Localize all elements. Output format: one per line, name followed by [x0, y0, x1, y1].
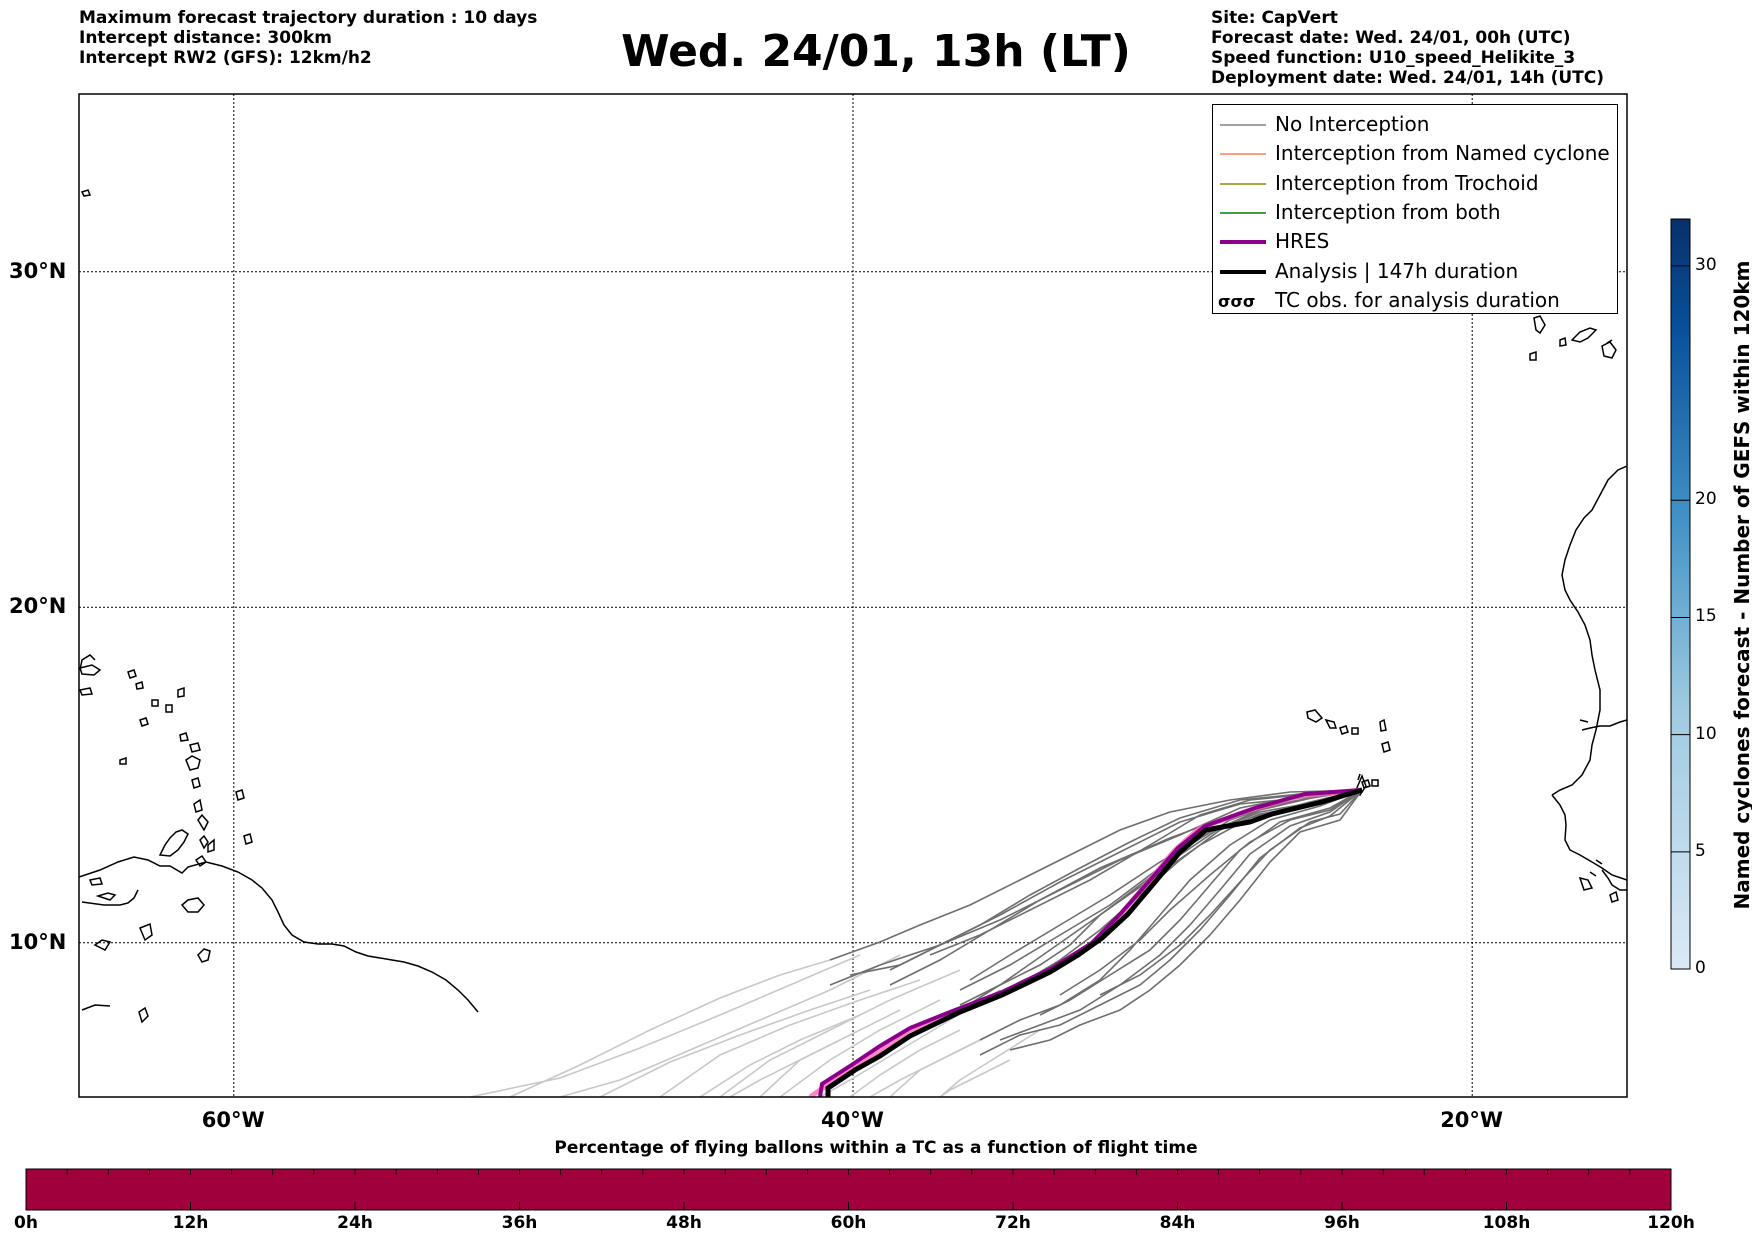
- header-info-right: Site: CapVert Forecast date: Wed. 24/01,…: [1211, 8, 1604, 88]
- flight-bar-tick-label: 24h: [337, 1213, 373, 1233]
- trajectories-late: [469, 954, 1041, 1097]
- legend-swatch: [1220, 182, 1266, 185]
- canary-islands: [1529, 315, 1617, 361]
- page-title: Wed. 24/01, 13h (LT): [621, 26, 1131, 77]
- svg-text:σσσ: σσσ: [1218, 293, 1255, 309]
- max-duration-text: Maximum forecast trajectory duration : 1…: [79, 8, 538, 28]
- flight-bar-tick-label: 12h: [172, 1213, 209, 1233]
- colorbar-tick-label: 30: [1695, 254, 1717, 275]
- legend-item: Interception from Named cyclone: [1213, 140, 1617, 168]
- flight-bar-tick-label: 48h: [666, 1213, 702, 1233]
- legend-label: HRES: [1275, 229, 1330, 254]
- hres-trajectory: [818, 788, 1363, 1097]
- colorbar-tick-label: 10: [1695, 723, 1717, 744]
- colorbar-gradient: [1670, 218, 1691, 970]
- legend-swatch: [1220, 269, 1266, 274]
- colorbar-tick-label: 20: [1695, 489, 1717, 510]
- colorbar-tick-label: 5: [1695, 840, 1706, 861]
- caribbean-islands: [79, 189, 253, 913]
- flight-bar-tick-label: 60h: [830, 1213, 867, 1233]
- cape-verde-islands: [1306, 709, 1391, 797]
- flight-bar-ticks: [25, 1169, 1672, 1210]
- legend-item: HRES: [1213, 228, 1617, 256]
- colorbar-title: Named cyclones forecast - Number of GEFS…: [1730, 260, 1752, 910]
- longitude-tick-label: 40°W: [821, 1108, 884, 1132]
- legend-item: No Interception: [1213, 111, 1617, 139]
- latitude-tick-label: 20°N: [9, 594, 67, 619]
- legend-swatch: σσσ: [1218, 293, 1255, 309]
- speed-function-text: Speed function: U10_speed_Helikite_3: [1211, 48, 1576, 68]
- legend-item: Analysis | 147h duration: [1213, 258, 1617, 286]
- coastline-americas: [79, 829, 479, 1024]
- legend-swatch: [1220, 240, 1266, 245]
- legend-item: σσσ TC obs. for analysis duration: [1213, 287, 1617, 315]
- latitude-tick-label: 30°N: [9, 258, 67, 283]
- legend-label: Interception from Trochoid: [1275, 170, 1539, 195]
- header-info-left: Maximum forecast trajectory duration : 1…: [79, 8, 537, 68]
- legend-label: Analysis | 147h duration: [1275, 258, 1519, 283]
- colorbar-ticks: [1671, 265, 1690, 970]
- legend-label: Interception from Named cyclone: [1275, 141, 1610, 166]
- legend-item: Interception from Trochoid: [1213, 170, 1617, 198]
- forecast-date-text: Forecast date: Wed. 24/01, 00h (UTC): [1211, 28, 1571, 48]
- flight-bar-tick-label: 72h: [995, 1213, 1031, 1233]
- deployment-date-text: Deployment date: Wed. 24/01, 14h (UTC): [1211, 68, 1605, 88]
- intercept-distance-text: Intercept distance: 300km: [79, 28, 332, 48]
- flight-bar-title: Percentage of flying ballons within a TC…: [554, 1138, 1198, 1158]
- flight-bar-tick-label: 108h: [1482, 1213, 1531, 1233]
- longitude-tick-label: 60°W: [201, 1108, 265, 1132]
- hres-spread: [808, 787, 1363, 1097]
- coastline-africa: [1551, 465, 1627, 903]
- legend-swatch: [1220, 124, 1266, 126]
- flight-bar-tick-label: 120h: [1647, 1213, 1695, 1233]
- legend-swatch: [1220, 212, 1266, 214]
- flight-bar-tick-label: 0h: [14, 1213, 38, 1233]
- flight-bar-tick-label: 36h: [501, 1213, 538, 1233]
- legend-swatch: [1220, 153, 1266, 156]
- legend-label: TC obs. for analysis duration: [1275, 287, 1560, 312]
- legend: No Interception Interception from Named c…: [1212, 104, 1618, 314]
- legend-label: No Interception: [1275, 112, 1430, 136]
- latitude-tick-label: 10°N: [9, 929, 67, 954]
- legend-label: Interception from both: [1275, 199, 1501, 224]
- longitude-tick-label: 20°W: [1440, 1108, 1504, 1132]
- flight-bar-tick-label: 96h: [1324, 1213, 1360, 1233]
- legend-item: Interception from both: [1213, 199, 1617, 227]
- colorbar-tick-label: 0: [1695, 958, 1706, 978]
- site-text: Site: CapVert: [1211, 8, 1338, 28]
- colorbar-tick-label: 15: [1695, 606, 1717, 627]
- flight-bar-tick-label: 84h: [1159, 1213, 1196, 1233]
- intercept-rw2-text: Intercept RW2 (GFS): 12km/h2: [79, 48, 372, 68]
- map-frame: [78, 93, 1628, 1098]
- analysis-trajectory: [825, 787, 1363, 1097]
